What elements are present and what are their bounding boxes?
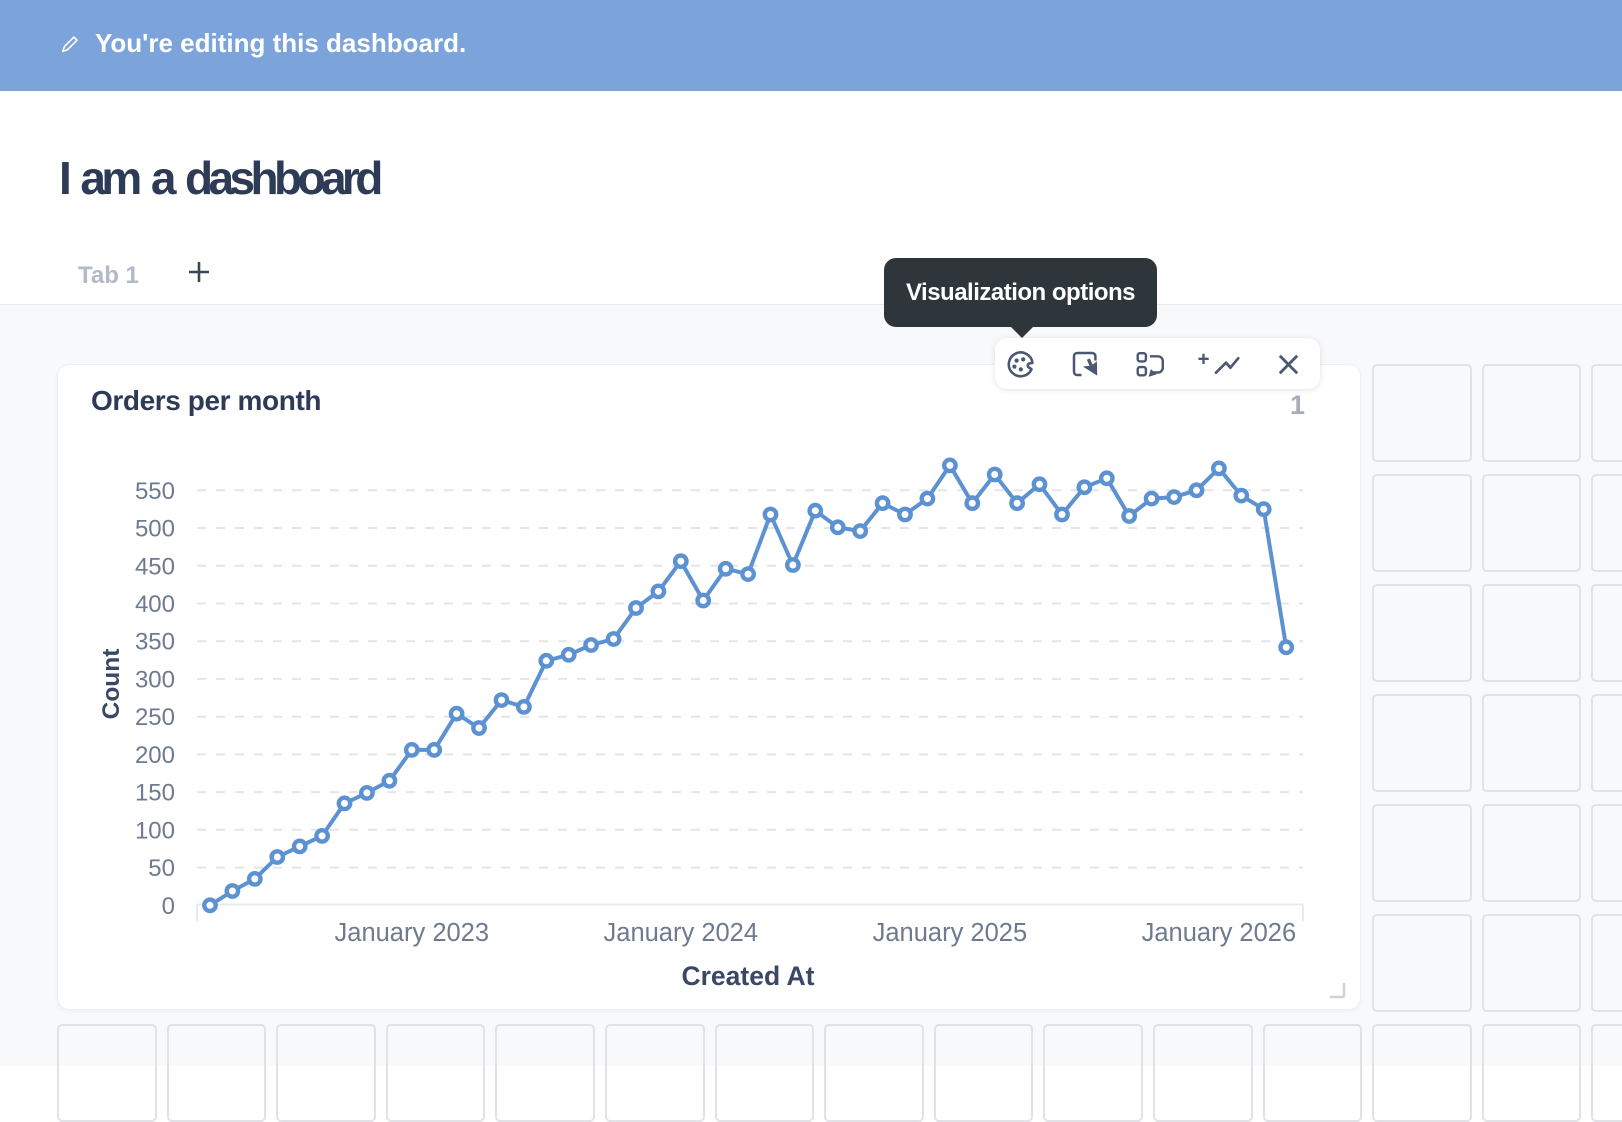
svg-text:150: 150 (135, 780, 175, 807)
svg-text:Created At: Created At (681, 961, 814, 991)
svg-text:January 2024: January 2024 (604, 919, 759, 947)
svg-text:550: 550 (135, 478, 175, 505)
svg-text:300: 300 (135, 666, 175, 693)
svg-text:350: 350 (135, 629, 175, 656)
svg-text:250: 250 (135, 704, 175, 731)
svg-text:Count: Count (98, 649, 125, 720)
svg-text:100: 100 (135, 817, 175, 844)
svg-text:50: 50 (148, 855, 175, 882)
svg-text:200: 200 (135, 742, 175, 769)
svg-text:January 2025: January 2025 (873, 919, 1028, 947)
svg-text:January 2023: January 2023 (335, 919, 490, 947)
svg-text:500: 500 (135, 516, 175, 543)
svg-text:January 2026: January 2026 (1142, 919, 1297, 947)
svg-text:400: 400 (135, 591, 175, 618)
svg-text:450: 450 (135, 553, 175, 580)
svg-text:0: 0 (162, 893, 175, 920)
